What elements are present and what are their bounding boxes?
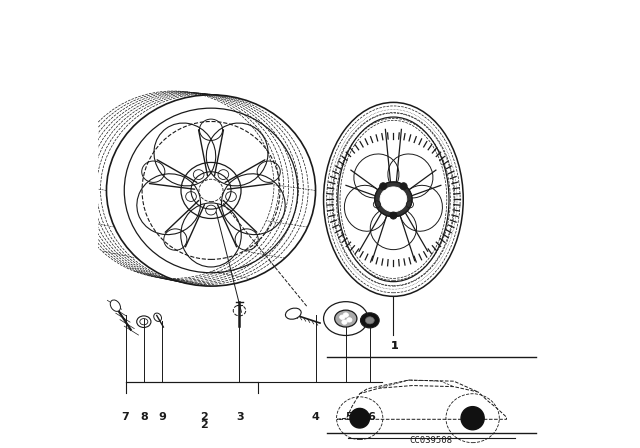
Ellipse shape [343, 313, 348, 317]
Ellipse shape [342, 320, 347, 324]
Text: 3: 3 [236, 412, 244, 422]
Text: 8: 8 [140, 412, 148, 422]
Ellipse shape [360, 313, 379, 328]
Ellipse shape [365, 317, 374, 324]
Text: 1: 1 [391, 341, 399, 351]
Ellipse shape [110, 300, 120, 311]
Text: CC039508: CC039508 [410, 436, 452, 445]
Ellipse shape [285, 308, 301, 319]
Text: 4: 4 [312, 412, 319, 422]
Circle shape [400, 183, 407, 190]
Ellipse shape [335, 310, 357, 327]
Text: 9: 9 [158, 412, 166, 422]
Ellipse shape [340, 315, 345, 319]
Text: 6: 6 [367, 412, 375, 422]
Ellipse shape [374, 182, 412, 217]
Ellipse shape [347, 318, 352, 322]
Circle shape [380, 183, 387, 190]
Ellipse shape [380, 187, 407, 212]
Circle shape [350, 409, 369, 428]
Text: 2: 2 [200, 420, 208, 430]
Circle shape [461, 407, 484, 430]
Text: 7: 7 [122, 412, 129, 422]
Text: 2: 2 [200, 412, 208, 422]
Circle shape [390, 212, 397, 219]
Text: 5: 5 [345, 412, 353, 422]
Text: 1: 1 [391, 341, 399, 351]
